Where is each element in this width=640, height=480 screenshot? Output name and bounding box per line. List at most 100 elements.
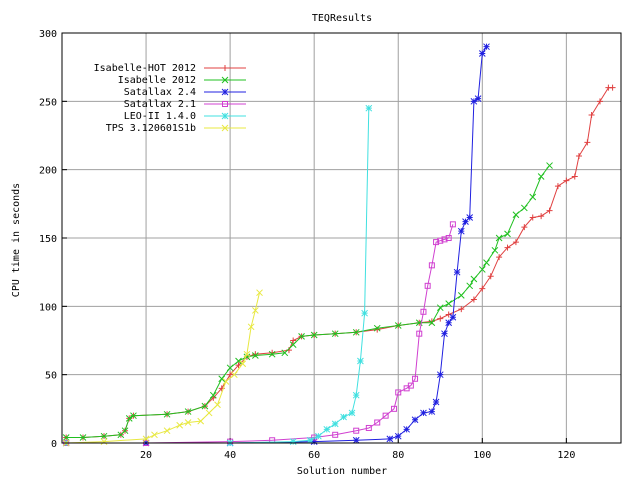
data-point bbox=[554, 183, 561, 190]
series-tps-3-120601s1b bbox=[62, 289, 263, 447]
data-point bbox=[176, 421, 184, 429]
legend-label: Satallax 2.1 bbox=[124, 99, 196, 110]
data-point bbox=[357, 357, 364, 365]
data-point bbox=[352, 436, 360, 444]
series-isabelle-2012 bbox=[62, 162, 553, 441]
data-point bbox=[478, 50, 486, 57]
data-point bbox=[432, 398, 440, 406]
data-point bbox=[609, 84, 616, 91]
data-point bbox=[251, 352, 259, 359]
data-point bbox=[243, 350, 251, 358]
data-point bbox=[470, 275, 478, 283]
data-point bbox=[445, 300, 453, 307]
series-line bbox=[66, 165, 550, 438]
data-point bbox=[310, 331, 318, 339]
data-point bbox=[226, 364, 234, 372]
data-point bbox=[437, 237, 444, 244]
data-point bbox=[184, 408, 192, 415]
x-tick-label: 20 bbox=[140, 450, 152, 461]
data-point bbox=[416, 330, 423, 337]
data-point bbox=[512, 239, 519, 246]
data-point bbox=[100, 438, 108, 445]
series-line bbox=[66, 46, 487, 444]
data-point bbox=[281, 349, 289, 357]
data-point bbox=[269, 349, 276, 356]
data-point bbox=[495, 234, 503, 242]
data-point bbox=[340, 413, 347, 421]
chart-title: TEQResults bbox=[312, 13, 372, 24]
series-leo-ii-1-4-0 bbox=[62, 104, 373, 447]
data-point bbox=[504, 244, 511, 251]
data-point bbox=[437, 315, 444, 322]
data-point bbox=[227, 371, 234, 378]
data-point bbox=[361, 309, 368, 317]
data-point bbox=[222, 65, 228, 71]
data-point bbox=[596, 98, 603, 105]
data-point bbox=[420, 308, 427, 315]
data-point bbox=[449, 313, 457, 321]
data-point bbox=[214, 401, 221, 409]
legend-label: Isabelle-HOT 2012 bbox=[94, 63, 196, 74]
data-point bbox=[386, 435, 394, 443]
data-point bbox=[453, 268, 461, 276]
data-point bbox=[247, 323, 255, 331]
data-point bbox=[184, 419, 192, 426]
data-point bbox=[487, 273, 494, 280]
data-point bbox=[546, 207, 553, 214]
y-axis-label: CPU time in seconds bbox=[11, 183, 22, 297]
series-satallax-2-1 bbox=[63, 221, 456, 446]
x-tick-label: 80 bbox=[392, 450, 404, 461]
data-point bbox=[457, 292, 465, 299]
data-point bbox=[79, 434, 87, 441]
data-point bbox=[538, 213, 545, 220]
data-point bbox=[221, 76, 229, 84]
data-point bbox=[445, 235, 452, 241]
y-tick-label: 200 bbox=[39, 166, 57, 177]
data-point bbox=[529, 193, 537, 201]
data-point bbox=[445, 319, 453, 327]
axis-ticks: 20 40 60 80 100 120 0 50 100 150 200 250 300 bbox=[39, 29, 575, 461]
data-point bbox=[466, 214, 474, 221]
data-point bbox=[125, 415, 133, 422]
data-point bbox=[268, 350, 276, 358]
data-point bbox=[470, 296, 477, 303]
data-point bbox=[466, 282, 474, 290]
data-point bbox=[436, 371, 444, 379]
legend-label: Satallax 2.4 bbox=[124, 87, 196, 98]
x-tick-label: 100 bbox=[473, 450, 491, 461]
data-point bbox=[352, 328, 360, 336]
data-point bbox=[441, 236, 448, 243]
data-point bbox=[546, 162, 553, 169]
data-point bbox=[365, 104, 373, 112]
data-point bbox=[428, 408, 436, 415]
y-tick-label: 250 bbox=[39, 97, 57, 108]
data-point bbox=[457, 227, 465, 235]
data-point bbox=[290, 337, 297, 344]
data-point bbox=[222, 101, 228, 107]
data-point bbox=[365, 424, 372, 431]
data-point bbox=[142, 435, 150, 443]
data-point bbox=[163, 410, 171, 418]
data-point bbox=[239, 360, 247, 368]
data-point bbox=[474, 95, 482, 102]
data-point bbox=[310, 438, 318, 445]
data-point bbox=[374, 419, 381, 426]
data-point bbox=[411, 416, 419, 424]
series-layer bbox=[62, 43, 616, 447]
data-point bbox=[491, 246, 499, 254]
series-satallax-2-4 bbox=[62, 43, 490, 447]
data-point bbox=[575, 153, 582, 159]
data-point bbox=[588, 112, 595, 118]
data-point bbox=[251, 307, 259, 314]
y-tick-label: 100 bbox=[39, 302, 57, 313]
data-point bbox=[433, 239, 440, 246]
legend-label: Isabelle 2012 bbox=[118, 75, 196, 86]
data-point bbox=[221, 124, 229, 132]
grid bbox=[62, 33, 621, 443]
data-point bbox=[441, 330, 448, 338]
data-point bbox=[403, 425, 411, 433]
data-point bbox=[428, 262, 435, 269]
data-point bbox=[373, 324, 381, 332]
data-point bbox=[521, 224, 528, 231]
data-point bbox=[222, 378, 230, 385]
